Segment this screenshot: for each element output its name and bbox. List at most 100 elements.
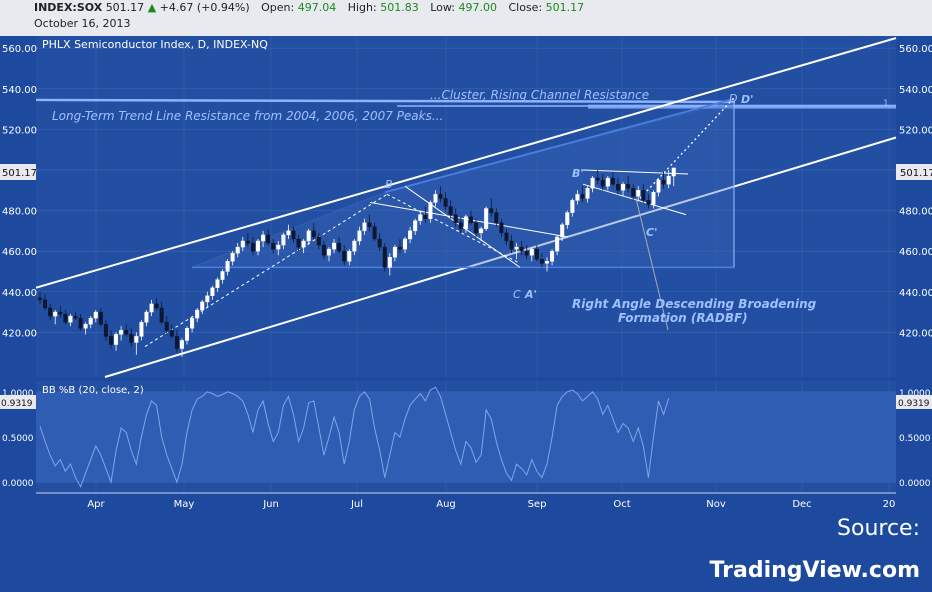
indicator-axis-right: 0.0000 0.5000 1.0000: [899, 389, 931, 489]
time-tick-label: Apr: [87, 499, 105, 510]
symbol[interactable]: INDEX:SOX: [34, 1, 103, 14]
candle-body: [413, 220, 418, 232]
candle-body: [119, 330, 124, 335]
candle-body: [474, 222, 479, 234]
candle-body: [372, 226, 377, 240]
candle-body: [448, 206, 453, 215]
candle-body: [545, 261, 550, 264]
candle-body: [93, 311, 98, 319]
quote-line: INDEX:SOX 501.17 ▲ +4.67 (+0.94%) Open: …: [34, 1, 584, 14]
candle-body: [73, 315, 78, 319]
indicator-axis-left: 0.0000 0.5000 1.0000: [2, 389, 34, 489]
candle-body: [403, 238, 408, 250]
candle-body: [570, 200, 575, 213]
candle-body: [377, 238, 382, 248]
candle-body: [671, 167, 676, 177]
candle-body: [352, 240, 357, 252]
candle-body: [524, 250, 529, 256]
candle-body: [651, 192, 656, 205]
chart-drawings[interactable]: [35, 37, 897, 378]
dotted-leg-bc: [386, 193, 521, 264]
indicator-tick-label-left: 0.5000: [2, 434, 34, 444]
candle-body: [337, 242, 342, 252]
price-pane-title: PHLX Semiconductor Index, D, INDEX-NQ: [42, 38, 268, 51]
candle-body: [261, 234, 266, 242]
candle-body: [534, 248, 539, 260]
candle-body: [636, 190, 641, 197]
price-tick-label-left: 560.00: [2, 44, 37, 55]
price-tick-label-right: 420.00: [899, 328, 932, 339]
long-term-resistance-line: [35, 98, 736, 104]
annotation-trendline: Long-Term Trend Line Resistance from 200…: [52, 109, 443, 123]
indicator-last-tag-right: 0.9319: [898, 399, 930, 409]
high-value: 501.83: [380, 1, 419, 14]
candle-body: [108, 336, 113, 345]
candle-body: [504, 232, 509, 242]
candle-body: [240, 240, 245, 248]
candle-body: [225, 261, 230, 272]
chart-header: INDEX:SOX 501.17 ▲ +4.67 (+0.94%) Open: …: [0, 0, 932, 36]
price-tick-label-left: 540.00: [2, 85, 37, 96]
price-tick-label-left: 420.00: [2, 328, 37, 339]
candle-body: [362, 222, 367, 232]
candle-body: [661, 179, 666, 185]
candle-body: [392, 246, 397, 258]
price-pane[interactable]: 420.00440.00460.00480.00500.00520.00540.…: [0, 36, 932, 378]
candle-body: [605, 177, 610, 187]
candle-body: [139, 321, 144, 337]
candle-body: [281, 234, 286, 246]
price-tick-label-left: 520.00: [2, 125, 37, 136]
candle-body: [580, 194, 585, 199]
candle-body: [357, 230, 362, 242]
price-tick-label-right: 460.00: [899, 247, 932, 258]
candle-body: [306, 230, 311, 242]
price-axis-right: 420.00440.00460.00480.00500.00520.00540.…: [899, 44, 932, 339]
time-tick-label: 20: [883, 499, 896, 510]
price-pane-bg: [36, 36, 896, 377]
candle-body: [585, 188, 590, 199]
candle-body: [215, 279, 220, 288]
candle-body: [387, 257, 392, 268]
time-tick-label: Jul: [350, 499, 363, 510]
candle-body: [519, 246, 524, 252]
candle-body: [382, 246, 387, 268]
bb-percent-b-line: [39, 386, 670, 488]
candle-body: [641, 190, 646, 201]
candle-body: [656, 179, 661, 193]
time-tick-label: Aug: [436, 499, 456, 510]
candle-body: [174, 336, 179, 349]
low-label: Low:: [430, 1, 455, 14]
last-price-tag-right: 501.17: [900, 168, 932, 179]
candle-body: [479, 228, 484, 234]
price-tick-label-left: 480.00: [2, 207, 37, 218]
chart-canvas[interactable]: 420.00440.00460.00480.00500.00520.00540.…: [0, 36, 932, 550]
candle-body: [53, 311, 58, 317]
candle-body: [550, 250, 555, 262]
source-credit: Source: TradingView.com: [672, 508, 932, 583]
open-value: 497.04: [297, 1, 337, 14]
candle-body: [114, 334, 119, 345]
indicator-tick-label-right: 1.0000: [899, 389, 931, 399]
candle-body: [149, 303, 154, 313]
candle-body: [367, 222, 372, 227]
radbf-top-line: [582, 169, 689, 175]
price-axis-left: 420.00440.00460.00480.00500.00520.00540.…: [2, 44, 37, 339]
indicator-pane[interactable]: 0.0000 0.5000 1.0000 0.0000 0.5000 1.0000 BB…: [0, 381, 932, 493]
price-tick-label-right: 540.00: [899, 85, 932, 96]
candle-body: [408, 230, 413, 240]
indicator-last-tag-left: 0.9319: [1, 399, 33, 409]
price-tick-label-left: 460.00: [2, 247, 37, 258]
candle-body: [438, 194, 443, 199]
price-tick-label-right: 440.00: [899, 288, 932, 299]
quote-date: October 16, 2013: [34, 17, 131, 30]
point-label-d: D: [729, 92, 737, 105]
last-price-tag: 501.17 501.17: [0, 164, 932, 180]
candle-body: [38, 297, 43, 301]
candle-body: [220, 271, 225, 280]
candle-body: [539, 259, 544, 264]
candle-body: [195, 309, 200, 319]
time-axis[interactable]: Apr May Jun Jul Aug Sep Oct Nov Dec 20: [36, 492, 896, 510]
candle-body: [311, 230, 316, 238]
candle-body: [468, 216, 473, 223]
candle-body: [129, 334, 134, 343]
